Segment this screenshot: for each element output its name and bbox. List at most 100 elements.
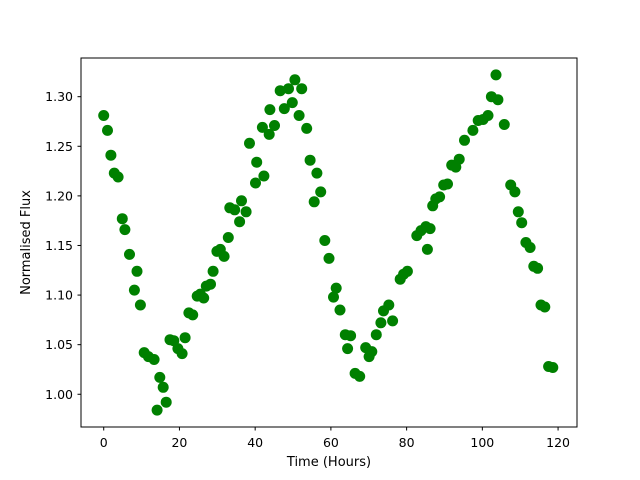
y-tick-label: 1.25 bbox=[45, 139, 73, 154]
data-point bbox=[524, 242, 536, 253]
data-point bbox=[283, 83, 294, 95]
data-point bbox=[116, 213, 128, 225]
data-point bbox=[205, 278, 216, 290]
data-point bbox=[157, 381, 169, 393]
data-point bbox=[421, 243, 433, 255]
y-axis-ticks: 1.00 1.05 1.10 1.15 1.20 1.25 1.30 bbox=[45, 89, 81, 402]
x-tick-label: 120 bbox=[546, 435, 570, 450]
data-point bbox=[269, 120, 280, 131]
data-point bbox=[342, 343, 354, 355]
data-point bbox=[345, 330, 357, 342]
data-point bbox=[207, 265, 219, 277]
data-point bbox=[229, 204, 241, 216]
data-point bbox=[453, 153, 465, 165]
data-point bbox=[286, 97, 298, 109]
data-point bbox=[274, 85, 286, 97]
data-point bbox=[366, 346, 378, 358]
x-tick-label: 0 bbox=[100, 435, 108, 450]
data-point bbox=[264, 104, 276, 116]
data-point bbox=[383, 299, 395, 311]
data-point bbox=[251, 156, 263, 168]
data-point bbox=[148, 354, 160, 365]
data-point bbox=[240, 206, 252, 218]
y-tick-label: 1.05 bbox=[45, 337, 73, 352]
data-point bbox=[289, 74, 301, 86]
data-point bbox=[105, 149, 117, 161]
x-tick-label: 40 bbox=[247, 435, 263, 450]
x-tick-label: 80 bbox=[399, 435, 415, 450]
data-point bbox=[434, 191, 446, 203]
data-point bbox=[301, 122, 313, 134]
data-point bbox=[198, 292, 210, 304]
data-point bbox=[278, 103, 290, 115]
data-point bbox=[258, 170, 270, 182]
data-point bbox=[222, 232, 234, 243]
data-point bbox=[112, 171, 124, 183]
x-tick-label: 100 bbox=[470, 435, 494, 450]
data-point bbox=[498, 119, 510, 130]
data-point bbox=[459, 134, 470, 146]
data-point bbox=[354, 370, 366, 382]
data-point bbox=[328, 291, 339, 303]
data-point bbox=[187, 309, 199, 321]
x-axis-label: Time (Hours) bbox=[286, 455, 371, 470]
y-tick-label: 1.20 bbox=[45, 188, 73, 203]
data-point bbox=[263, 128, 275, 140]
data-point bbox=[176, 348, 188, 360]
data-point bbox=[532, 262, 544, 274]
plot-frame bbox=[80, 57, 578, 428]
data-point bbox=[256, 121, 268, 133]
data-point bbox=[323, 252, 335, 264]
data-point bbox=[482, 110, 494, 121]
y-tick-label: 1.30 bbox=[45, 89, 73, 104]
data-point bbox=[375, 317, 387, 329]
data-point bbox=[401, 265, 413, 277]
data-point bbox=[250, 177, 261, 189]
y-tick-label: 1.15 bbox=[45, 238, 73, 253]
data-point bbox=[539, 301, 551, 313]
data-point bbox=[311, 167, 323, 179]
data-point bbox=[151, 404, 163, 416]
data-points-group bbox=[98, 69, 559, 416]
data-point bbox=[509, 186, 521, 198]
data-point bbox=[154, 371, 166, 383]
data-point bbox=[296, 83, 308, 95]
data-point bbox=[319, 235, 331, 246]
data-point bbox=[119, 224, 131, 236]
data-point bbox=[160, 396, 172, 408]
data-point bbox=[330, 282, 342, 294]
data-point bbox=[134, 299, 146, 311]
data-point bbox=[512, 206, 524, 218]
x-tick-label: 60 bbox=[323, 435, 339, 450]
data-point bbox=[492, 94, 504, 106]
data-point bbox=[424, 223, 436, 235]
data-point bbox=[308, 196, 320, 208]
data-point bbox=[304, 154, 316, 166]
x-tick-label: 20 bbox=[171, 435, 187, 450]
data-point bbox=[467, 124, 479, 136]
data-point bbox=[387, 315, 399, 327]
data-point bbox=[370, 329, 382, 341]
x-axis-ticks: 0 20 40 60 80 100 120 bbox=[100, 427, 570, 450]
data-point bbox=[293, 110, 305, 121]
data-point bbox=[218, 250, 230, 262]
data-point bbox=[244, 137, 255, 149]
data-point bbox=[98, 110, 110, 121]
data-point bbox=[490, 69, 502, 81]
data-point bbox=[516, 217, 528, 229]
data-point bbox=[236, 195, 247, 207]
data-point bbox=[234, 216, 246, 228]
data-point bbox=[547, 362, 559, 373]
data-point bbox=[315, 186, 327, 198]
data-point bbox=[334, 304, 346, 316]
data-point bbox=[442, 178, 453, 190]
data-point bbox=[102, 124, 113, 136]
data-point bbox=[124, 248, 135, 260]
data-point bbox=[128, 284, 140, 296]
y-axis-label: Normalised Flux bbox=[19, 190, 34, 295]
data-point bbox=[131, 265, 143, 277]
data-point bbox=[179, 332, 191, 344]
y-tick-label: 1.10 bbox=[45, 288, 73, 303]
